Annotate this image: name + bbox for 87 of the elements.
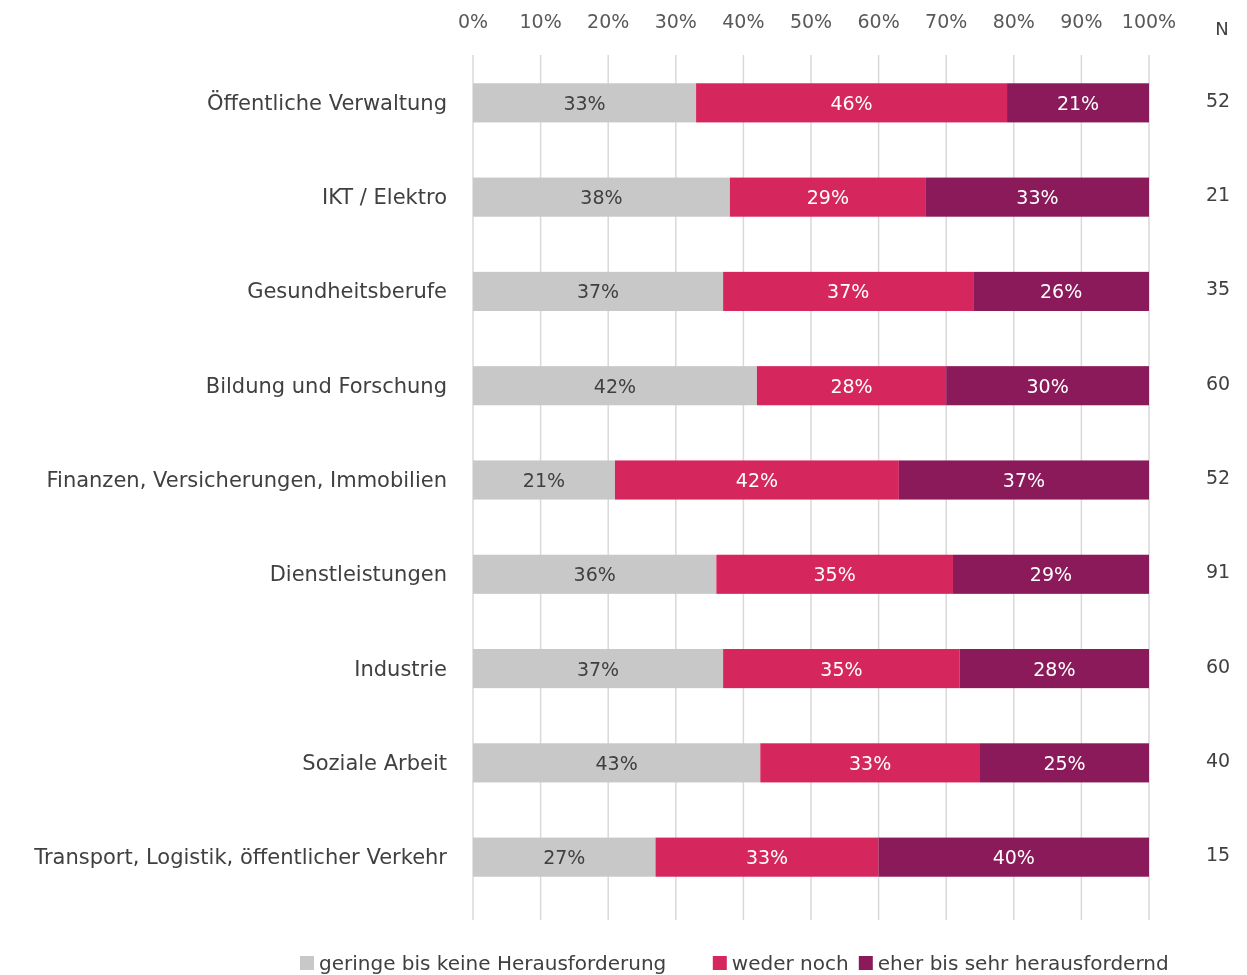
bar [898,460,1149,500]
text: 15 [1205,843,1231,866]
bar [925,177,1149,217]
text: 60 [1205,371,1231,394]
x-tick-label: 80% [992,10,1035,32]
bar [473,366,757,406]
legend-label: weder noch [731,951,849,975]
data-label: 42% [735,469,779,491]
data-label: 36% [573,563,616,586]
y-tick-label: IKT / Elektro [321,185,447,210]
data-label: 27% [543,846,586,869]
x-tick-label: 60% [857,10,900,32]
data-label: 33% [745,846,789,869]
x-tick-label: 20% [587,10,630,32]
bar [716,554,953,594]
data-label: 25% [1043,751,1086,774]
x-tick-label: 70% [925,10,968,32]
data-label: 33% [849,751,892,774]
data-label: 29% [806,186,850,209]
text: N [1215,18,1229,39]
bar [473,271,724,311]
text: 40 [1205,748,1231,771]
bar [614,460,899,500]
bar [1007,83,1149,123]
y-tick-label: Gesundheitsberufe [247,279,447,304]
x-tick-label: 100% [1121,10,1177,32]
bar [473,743,761,783]
bar [696,83,1008,123]
bar [473,837,656,877]
data-label: 29% [1029,563,1073,586]
x-tick-label: 90% [1060,10,1103,32]
data-label: 21% [1056,91,1100,114]
data-label: 43% [595,751,638,774]
x-tick-label: 0% [457,10,489,32]
data-label: 38% [580,186,623,209]
bar [756,366,947,406]
bar [473,554,717,594]
text: 91 [1205,560,1231,583]
bar [760,743,980,783]
data-label: 37% [576,657,620,680]
bar [473,177,730,217]
data-label: 37% [827,280,870,303]
x-tick-label: 50% [789,10,833,32]
data-label: 42% [593,374,637,397]
text: 60 [1205,654,1231,677]
text: 52 [1205,88,1231,111]
y-tick-label: Finanzen, Versicherungen, Immobilien [46,468,447,492]
y-tick-label: Öffentliche Verwaltung [207,89,447,115]
bar [473,460,615,500]
data-label: 46% [830,91,873,114]
legend-label: geringe bis keine Herausforderung [319,951,667,975]
text: 52 [1205,466,1231,488]
data-label: 21% [522,469,566,491]
bar [878,837,1149,877]
bar [980,743,1149,783]
bar [973,271,1149,311]
data-label: 30% [1026,374,1069,397]
data-label: 33% [1016,186,1059,209]
bar [946,366,1149,406]
bar [473,649,724,689]
bar [952,554,1149,594]
data-label: 33% [563,91,606,114]
data-label: 37% [576,280,620,303]
data-label: 40% [992,846,1035,869]
bar [723,649,960,689]
y-tick-label: Bildung und Forschung [205,373,447,398]
y-tick-label: Dienstleistungen [269,562,447,587]
y-tick-label: Industrie [354,656,447,681]
y-tick-label: Transport, Logistik, öffentlicher Verkehr [33,845,448,870]
data-label: 35% [813,563,856,586]
y-tick-label: Soziale Arbeit [302,750,447,775]
data-label: 28% [830,374,873,397]
bar [729,177,926,217]
data-label: 26% [1040,280,1083,303]
bar [959,649,1149,689]
text: 35 [1205,277,1231,300]
legend-label: eher bis sehr herausfordernd [877,951,1169,975]
x-tick-label: 10% [519,10,562,32]
bar [473,83,697,123]
bar [723,271,974,311]
text: 21 [1205,183,1231,206]
x-tick-label: 30% [654,10,697,32]
data-label: 35% [820,657,863,680]
data-label: 37% [1002,469,1046,491]
x-tick-label: 40% [722,10,765,32]
data-label: 28% [1033,657,1076,680]
bar [655,837,879,877]
